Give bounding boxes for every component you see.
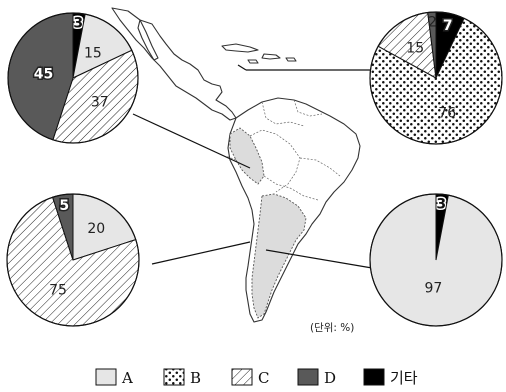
latin-america-map: [111, 7, 361, 323]
leader-lower-right: [265, 249, 373, 269]
pie-lower-right-label-etc: 3: [436, 197, 446, 213]
legend: A B C D 기타: [95, 368, 418, 387]
pie-lower-left-label-A: 20: [87, 221, 105, 237]
legend-label-A: A: [121, 369, 133, 387]
pie-upper-left: 315 37 45: [7, 12, 139, 144]
pie-lower-right-label-A: 97: [424, 281, 442, 297]
pie-upper-right-label-C: 15: [406, 40, 424, 56]
pie-upper-left-label-A: 15: [84, 45, 102, 61]
legend-label-C: C: [258, 369, 269, 387]
legend-swatch-B: [163, 368, 185, 386]
leader-lower-left: [151, 241, 251, 265]
pie-upper-left-label-C: 37: [91, 95, 109, 111]
pie-upper-left-label-D: 45: [34, 66, 53, 82]
pie-upper-right-label-B: 76: [438, 106, 456, 122]
leader-lines: [132, 64, 373, 269]
pie-upper-right-outline: [369, 11, 503, 145]
pie-upper-right-label-etc: 7: [443, 18, 453, 34]
leader-upper-left: [132, 113, 251, 169]
legend-swatch-A: [95, 368, 117, 386]
legend-label-B: B: [190, 369, 201, 387]
pie-upper-left-outline: [7, 12, 139, 144]
pie-lower-left-label-C: 75: [49, 282, 67, 298]
legend-label-D: D: [324, 369, 336, 387]
unit-note: (단위: %): [310, 321, 354, 334]
pie-lower-left-label-D: 5: [59, 198, 69, 214]
legend-swatch-D: [297, 368, 319, 386]
pie-upper-right: 7 76 152: [369, 11, 503, 145]
pie-lower-right-slice-A: [369, 193, 503, 327]
legend-swatch-C: [231, 368, 253, 386]
pie-lower-right: 3 97: [369, 193, 503, 327]
pie-upper-left-label-etc: 3: [73, 15, 83, 31]
pie-lower-left: 20 75 5: [6, 193, 140, 327]
pie-upper-right-label-D: 2: [428, 14, 437, 30]
pie-lower-right-outline: [369, 193, 503, 327]
leader-upper-right: [237, 64, 247, 71]
legend-label-etc: 기타: [390, 369, 418, 387]
pie-lower-left-outline: [6, 193, 140, 327]
legend-swatch-etc: [363, 368, 385, 386]
